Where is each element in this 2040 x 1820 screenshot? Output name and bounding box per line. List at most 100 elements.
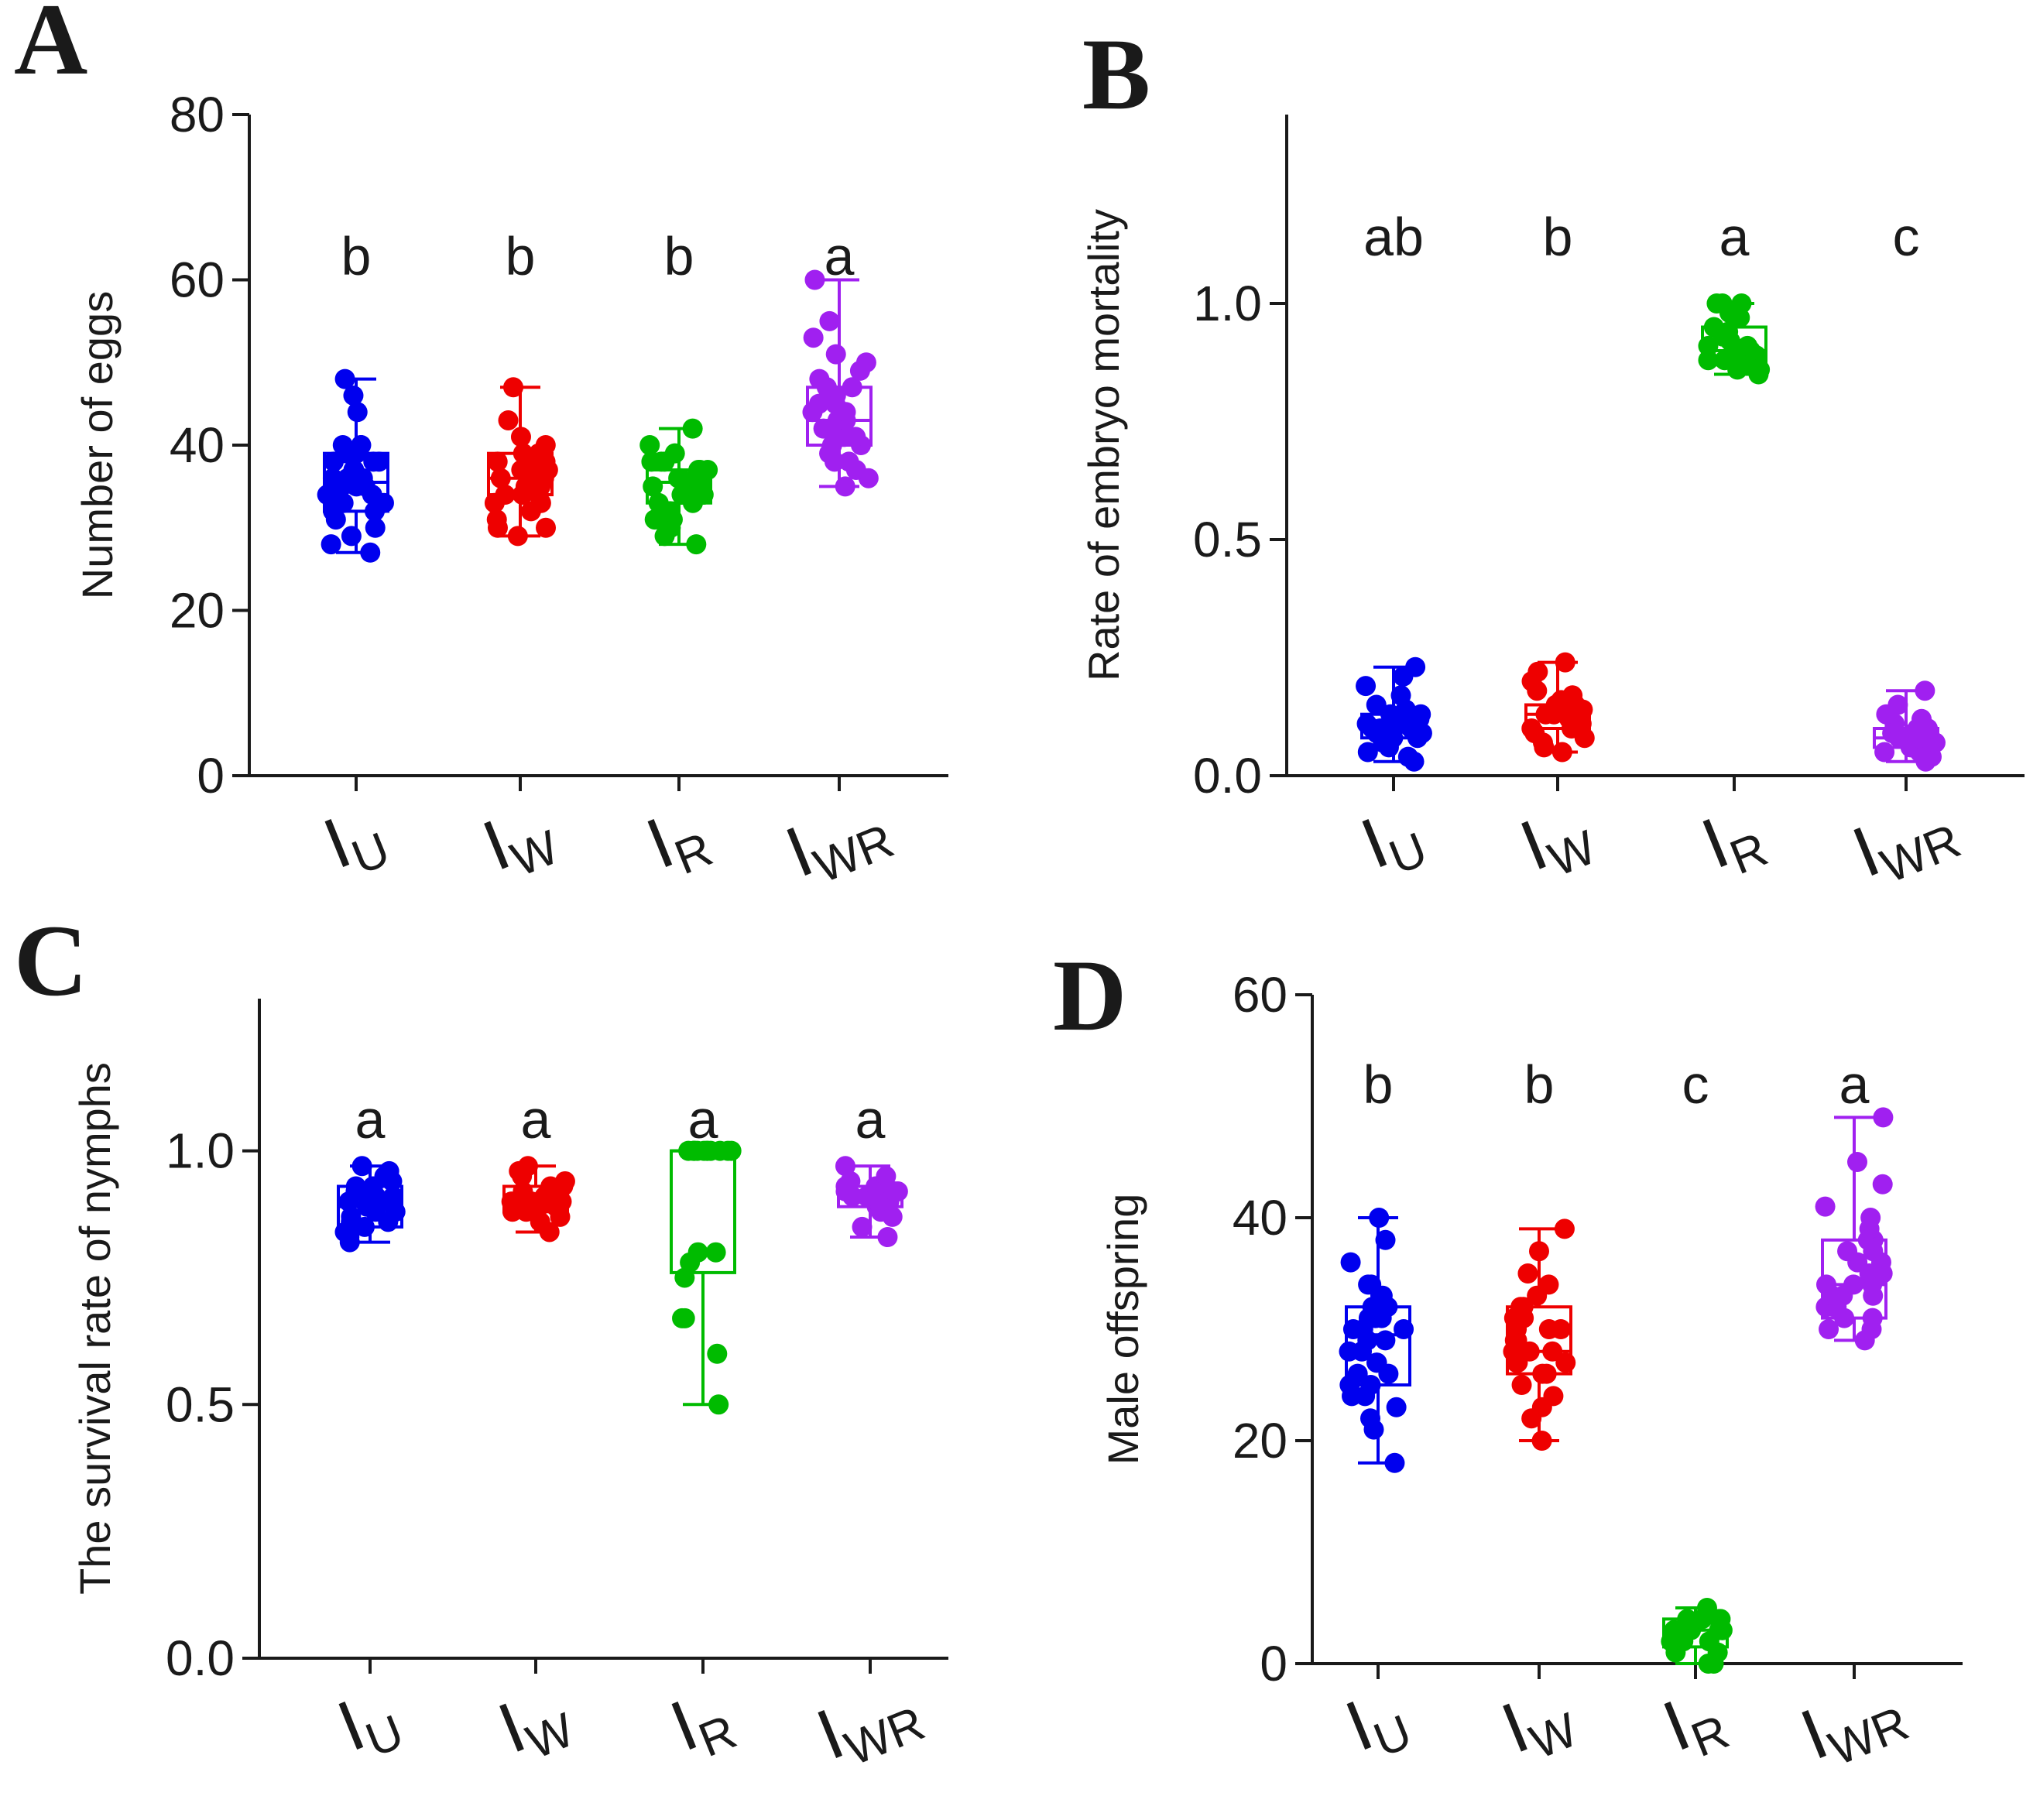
data-point [887,1181,908,1202]
data-point [334,368,355,389]
y-tick-label: 0.0 [1193,748,1262,804]
data-point [1366,694,1387,715]
category-label: IWR [1843,782,1968,901]
data-point [343,385,364,406]
data-point [1342,1319,1363,1339]
data-point [855,352,876,373]
category-label: IW [472,788,566,894]
data-point [1360,1375,1381,1395]
data-point [819,310,840,331]
data-point [1551,742,1572,763]
significance-letter: ab [1363,207,1424,267]
significance-letter: a [1719,207,1750,267]
data-point [1737,335,1758,356]
category-label: IR [1692,790,1775,893]
series-ir: a IR [1692,207,1775,893]
y-axis-title: The survival rate of nymphs [70,1062,119,1595]
y-tick-label: 60 [170,252,225,308]
category-label: IWR [776,782,901,901]
data-point [876,1166,897,1187]
data-point [1915,680,1935,701]
significance-letter: b [341,226,372,286]
data-point [838,451,859,472]
series-iwr: c IWR [1843,207,1968,901]
data-point [1873,1107,1894,1128]
y-axis-title: Rate of embryo mortality [1079,209,1128,681]
category-label: IWR [1791,1664,1916,1784]
y-tick-label: 60 [1233,967,1287,1023]
significance-letter: b [1363,1054,1394,1115]
series-iw: b IW [1510,207,1603,894]
y-tick-label: 1.0 [1193,276,1262,331]
data-point [1394,1319,1414,1339]
category-label: IR [660,1673,744,1775]
y-axis-title: Number of eggs [73,291,122,599]
data-point [1911,708,1932,729]
significance-letter: a [825,226,855,286]
series-iw: b IW [472,226,566,894]
panel-letter: B [1082,17,1150,131]
data-point [1815,1274,1836,1295]
data-point [321,534,341,555]
data-point [1555,652,1575,673]
significance-letter: a [855,1089,886,1150]
data-point [687,1242,708,1263]
data-point [511,460,532,481]
data-point [1521,718,1542,739]
data-point [1862,1308,1883,1328]
data-point [517,1156,538,1177]
data-point [840,1170,861,1191]
significance-letter: b [664,226,694,286]
data-point [808,393,829,414]
data-point [1358,1274,1379,1295]
data-point [1542,1341,1563,1362]
y-tick-label: 0 [1260,1636,1287,1691]
y-tick-label: 20 [170,583,225,639]
data-point [845,427,866,447]
category-label: IR [1653,1673,1737,1775]
data-point [1511,1375,1532,1395]
panel-d: D 0 20 40 60 Male offspring b IU b IW c IR a IWR [1053,938,1963,1784]
data-point [333,492,354,513]
data-point [1369,1208,1390,1228]
data-point [1874,742,1895,763]
data-point [1843,1274,1864,1295]
data-point [803,327,824,348]
data-point [852,1216,873,1237]
panel-c: C 0.0 0.5 1.0 The survival rate of nymphs a IU… [14,903,948,1777]
y-tick-label: 20 [1233,1413,1287,1469]
data-point [487,451,508,472]
data-point [1360,1408,1381,1429]
data-point [804,269,825,290]
data-point [513,443,533,464]
category-label: IW [488,1671,581,1777]
category-label: IU [1335,1673,1419,1775]
data-point [530,1212,550,1232]
category-label: IW [1510,788,1603,894]
data-point [1380,704,1401,725]
data-point [1703,317,1724,338]
data-point [379,1160,399,1181]
significance-letter: c [1893,207,1920,267]
series-ir: b IR [636,226,720,885]
data-point [507,526,528,547]
data-point [1706,293,1727,314]
data-point [1554,1218,1575,1239]
data-point [344,460,365,481]
data-point [486,509,507,530]
data-point [1357,742,1378,763]
data-point [369,451,389,472]
panel-b: B 0.0 0.5 1.0 Rate of embryo mortality ab IU b I… [1079,17,2025,901]
data-point [341,526,362,547]
series-iu: b IU [1335,1054,1419,1775]
data-point [690,460,711,481]
data-point [708,1394,729,1415]
data-point [842,377,862,398]
data-point [1696,1598,1717,1618]
data-point [835,1156,855,1177]
series-ir: a IR [660,1089,744,1775]
data-point [1528,1241,1549,1262]
category-label: IU [314,790,397,893]
panel-letter: C [14,903,87,1017]
